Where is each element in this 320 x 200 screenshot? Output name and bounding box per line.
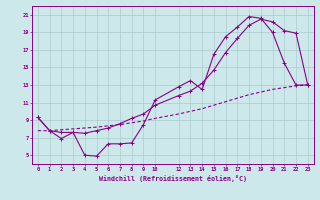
X-axis label: Windchill (Refroidissement éolien,°C): Windchill (Refroidissement éolien,°C) — [99, 175, 247, 182]
